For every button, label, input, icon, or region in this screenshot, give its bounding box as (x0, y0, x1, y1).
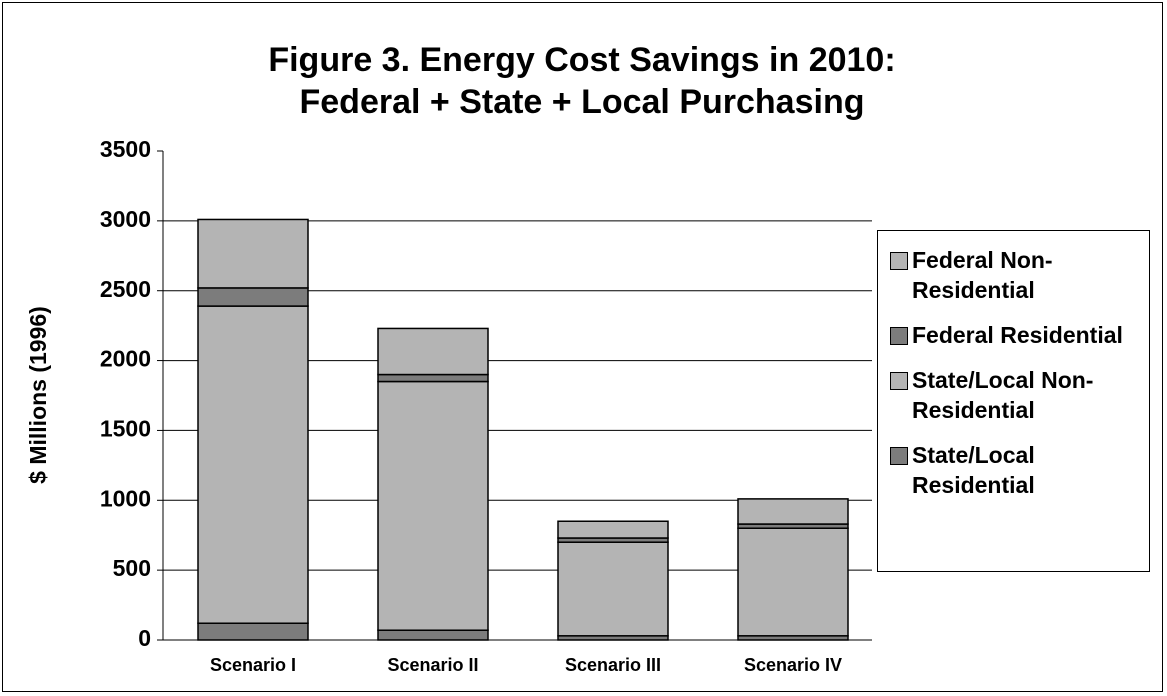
bar-segment (197, 305, 309, 624)
y-tick-label: 1500 (100, 416, 151, 442)
bar-segment (197, 622, 309, 641)
x-tick-label: Scenario II (387, 655, 478, 675)
bar-segment (737, 498, 849, 525)
legend-item: State/Local Non-Residential (890, 365, 1143, 425)
bar-segment (737, 527, 849, 637)
bar-segment (377, 373, 489, 383)
bar-segment (377, 327, 489, 376)
x-tick-label: Scenario III (565, 655, 661, 675)
y-tick-label: 0 (138, 625, 151, 651)
chart-title: Federal + State + Local Purchasing (300, 83, 865, 121)
legend-label: State/Local Residential (912, 442, 1035, 498)
legend-swatch (890, 327, 908, 345)
y-tick-label: 2000 (100, 346, 151, 372)
y-tick-label: 3500 (100, 136, 151, 162)
bar-segment (377, 380, 489, 631)
legend-item: Federal Non-Residential (890, 245, 1143, 305)
bar-segment (557, 541, 669, 637)
bar-segment (377, 629, 489, 641)
legend-item: Federal Residential (890, 320, 1143, 350)
y-tick-label: 2500 (100, 276, 151, 302)
legend-label: Federal Non-Residential (912, 247, 1053, 303)
chart-title: Figure 3. Energy Cost Savings in 2010: (268, 41, 895, 79)
legend: Federal Non-Residential Federal Residenti… (877, 230, 1150, 572)
legend-swatch (890, 372, 908, 390)
legend-label: Federal Residential (912, 322, 1123, 348)
y-tick-label: 1000 (100, 485, 151, 511)
legend-label: State/Local Non-Residential (912, 367, 1094, 423)
legend-swatch (890, 252, 908, 270)
legend-item: State/Local Residential (890, 440, 1143, 500)
bar-segment (197, 287, 309, 307)
legend-swatch (890, 447, 908, 465)
y-tick-label: 3000 (100, 206, 151, 232)
x-tick-label: Scenario IV (744, 655, 842, 675)
bar-segment (557, 520, 669, 539)
bar-segment (197, 218, 309, 289)
y-tick-label: 500 (113, 555, 151, 581)
y-axis-label: $ Millions (1996) (25, 306, 51, 484)
x-tick-label: Scenario I (210, 655, 296, 675)
